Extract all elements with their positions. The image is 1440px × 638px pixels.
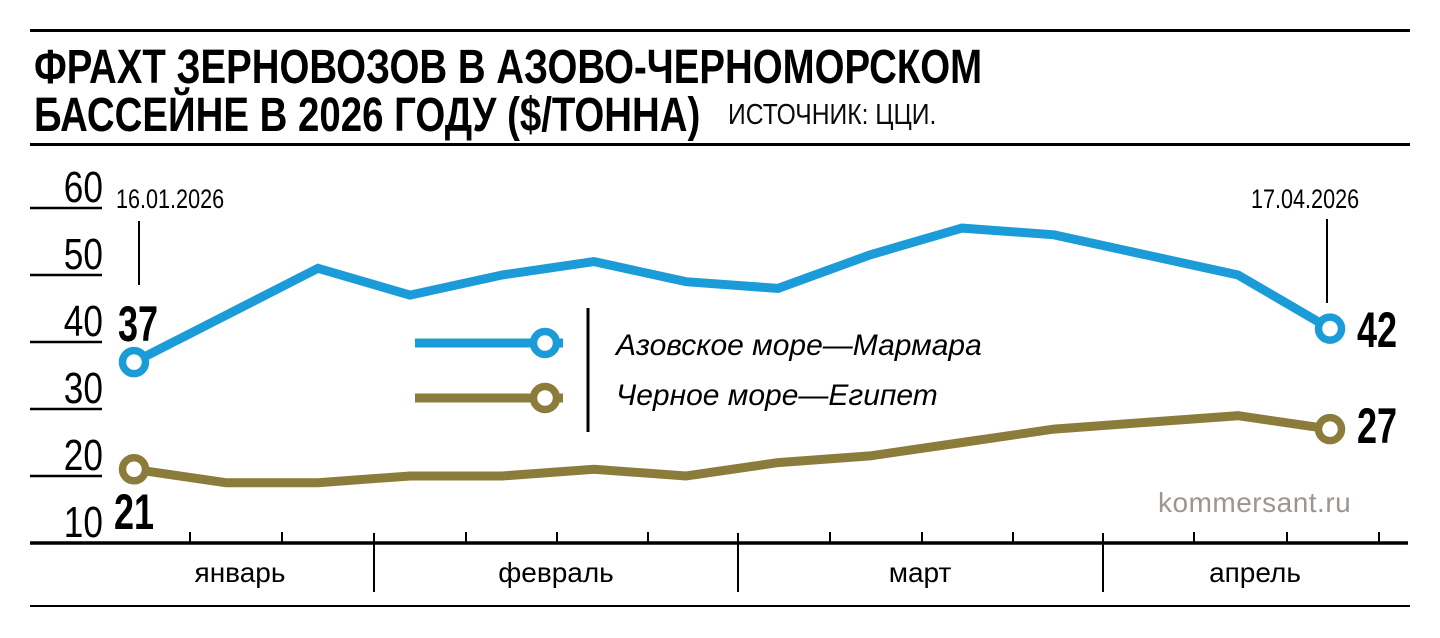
series-endpoint-marker <box>118 454 150 485</box>
x-axis-month-label: апрель <box>1209 557 1301 588</box>
y-axis-tick-label: 30 <box>63 364 103 413</box>
y-axis-tick-label: 60 <box>63 163 103 212</box>
y-axis-tick-label: 10 <box>63 498 103 547</box>
legend-label-azov-marmara: Азовское море—Мармара <box>616 329 982 362</box>
y-axis-tick-label: 50 <box>63 230 103 279</box>
x-axis-month-label: январь <box>194 557 286 588</box>
series-endpoint-marker <box>118 346 150 378</box>
olive-series-end-value: 27 <box>1357 398 1398 454</box>
legend-swatch-marker <box>529 382 561 414</box>
top-rule <box>30 29 1410 32</box>
chart-title-line1: ФРАХТ ЗЕРНОВОЗОВ В АЗОВО-ЧЕРНОМОРСКОМ <box>34 41 983 94</box>
series-line-1 <box>133 411 1331 488</box>
kommersant-watermark: kommersant.ru <box>1158 487 1352 518</box>
olive-series-start-value: 21 <box>114 484 155 540</box>
blue-series-start-value: 37 <box>118 296 159 352</box>
series-endpoint-marker <box>1314 413 1346 445</box>
series-line-0 <box>131 223 1333 367</box>
x-axis-month-label: февраль <box>498 557 614 588</box>
source-label: ИСТОЧНИК: ЦЦИ. <box>728 99 937 131</box>
blue-series-end-value: 42 <box>1357 302 1398 358</box>
y-axis-tick-label: 20 <box>63 431 103 480</box>
legend-swatch-marker <box>529 327 561 359</box>
chart-title-line2: БАССЕЙНЕ В 2026 ГОДУ ($/ТОННА) <box>34 89 701 142</box>
x-axis-month-label: март <box>888 557 952 588</box>
series-endpoint-marker <box>1314 313 1346 344</box>
start-date-annotation: 16.01.2026 <box>116 184 225 214</box>
header-divider-rule <box>30 143 1410 146</box>
legend-label-black-sea-egypt: Черное море—Египет <box>616 379 938 412</box>
y-axis-tick-label: 40 <box>63 297 103 346</box>
end-date-annotation: 17.04.2026 <box>1251 184 1360 214</box>
